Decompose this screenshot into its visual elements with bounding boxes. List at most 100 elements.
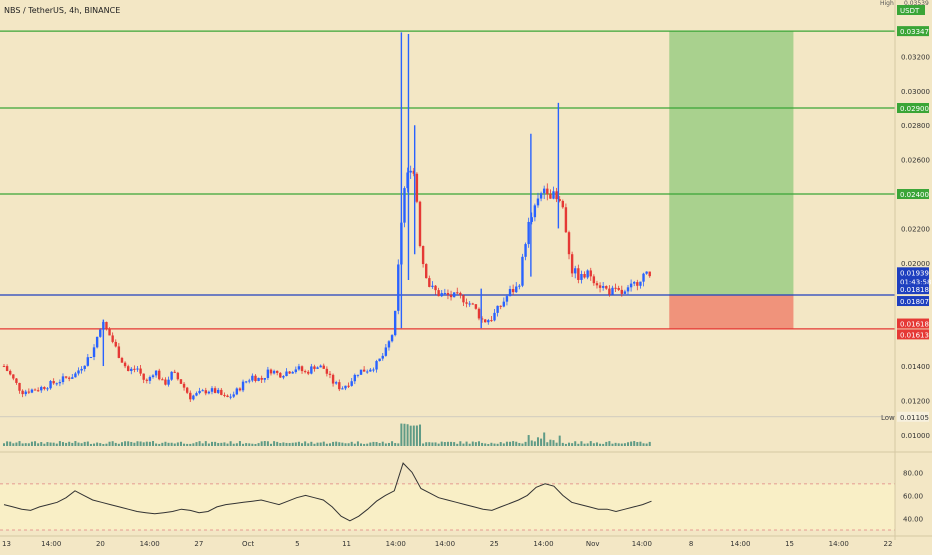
candle-body: [636, 282, 639, 286]
candle-body: [207, 391, 211, 394]
candle-body: [226, 395, 229, 397]
candle-body: [43, 387, 46, 389]
volume-bar: [176, 442, 179, 446]
candle-body: [21, 390, 24, 395]
volume-bar: [34, 441, 37, 446]
candle-body: [158, 370, 161, 380]
volume-bar: [474, 442, 477, 446]
price-axis: 0.03200 0.03000 0.02800 0.02600 0.02200 0.020…: [894, 0, 930, 540]
volume-bar: [316, 442, 319, 446]
volume-bar: [481, 442, 484, 446]
volume-bar: [232, 443, 235, 446]
candle-body: [334, 382, 338, 384]
candle-body: [263, 377, 266, 380]
candle-body: [359, 369, 363, 375]
volume-bar: [552, 440, 555, 446]
candle-body: [291, 372, 294, 374]
candle-body: [508, 289, 512, 297]
volume-bar: [627, 442, 630, 446]
volume-bar: [518, 442, 521, 446]
volume-bar: [130, 441, 133, 446]
candle-body: [378, 358, 381, 362]
candle-body: [583, 273, 586, 278]
candle-body: [552, 191, 555, 199]
volume-bar: [533, 441, 536, 446]
candle-body: [601, 286, 605, 288]
volume-bar: [589, 441, 592, 446]
currency-tag[interactable]: USDT: [897, 5, 925, 15]
volume-bar: [434, 442, 437, 446]
volume-bar: [21, 443, 24, 446]
volume-bar: [356, 441, 359, 446]
candle-body: [173, 371, 176, 373]
candle-body: [105, 321, 108, 329]
candle-body: [505, 296, 509, 302]
candle-body: [133, 368, 136, 370]
rsi-line: [3, 462, 652, 522]
volume-bar: [428, 442, 431, 446]
label-take-profit-1[interactable]: 0.02400: [897, 189, 929, 200]
x-tick-label: 14:00: [829, 540, 849, 548]
candle-body: [114, 341, 117, 347]
label-stop-upper[interactable]: 0.01618: [897, 318, 929, 329]
candle-body: [527, 221, 530, 245]
volume-bar: [415, 425, 418, 446]
volume-bar: [46, 442, 49, 446]
volume-bar: [24, 443, 27, 446]
volume-bar: [294, 442, 297, 446]
candle-body: [229, 396, 232, 398]
volume-bar: [369, 442, 372, 446]
candle-body: [195, 393, 198, 396]
label-entry-upper[interactable]: 0.01818: [897, 284, 929, 295]
x-tick-label: 14:00: [140, 540, 160, 548]
candle-body: [384, 347, 388, 356]
volume-bar: [322, 441, 325, 446]
candle-body: [452, 292, 456, 298]
candle-body: [99, 329, 102, 337]
label-take-profit-2[interactable]: 0.02900: [897, 103, 929, 114]
candle-body: [108, 328, 111, 336]
volume-bar: [3, 443, 5, 446]
volume-bar: [521, 443, 524, 446]
volume-bar: [211, 441, 214, 446]
volume-bar: [133, 442, 136, 446]
x-tick-label: 14:00: [632, 540, 652, 548]
volume-bar: [394, 443, 397, 446]
candle-body: [412, 170, 415, 174]
candle-body: [30, 389, 34, 393]
candle-body: [148, 377, 152, 381]
candle-body: [648, 271, 651, 277]
candle-body: [502, 301, 506, 307]
label-entry-lower[interactable]: 0.01807: [897, 296, 929, 307]
candle-body: [344, 385, 347, 389]
volume-bar: [152, 441, 155, 446]
rsi-band: [0, 483, 895, 530]
volume-bar: [266, 441, 269, 446]
volume-bar: [332, 441, 335, 446]
candle-body: [210, 388, 214, 392]
label-stop-lower[interactable]: 0.01613: [897, 329, 929, 340]
candle-body: [518, 285, 521, 287]
candle-body: [397, 264, 400, 311]
candle-body: [406, 172, 409, 189]
volume-bar: [12, 443, 15, 446]
candle-body: [254, 375, 257, 381]
volume-bar: [648, 441, 651, 446]
volume-bar: [605, 441, 608, 446]
label-take-profit-3[interactable]: 0.03347: [897, 26, 929, 37]
low-marker: Low 0.01105: [881, 411, 929, 422]
candle-body: [362, 369, 366, 372]
candle-body: [605, 286, 608, 289]
candle-body: [471, 303, 474, 305]
candle-body: [328, 373, 332, 375]
candle-body: [598, 285, 602, 288]
volume-bar: [353, 443, 356, 446]
volume-bar: [328, 443, 331, 446]
volume-bar: [6, 441, 9, 446]
candle-body: [633, 282, 636, 284]
candle-body: [325, 368, 329, 374]
x-tick-label: 15: [785, 540, 794, 548]
volume-bar: [602, 443, 605, 446]
